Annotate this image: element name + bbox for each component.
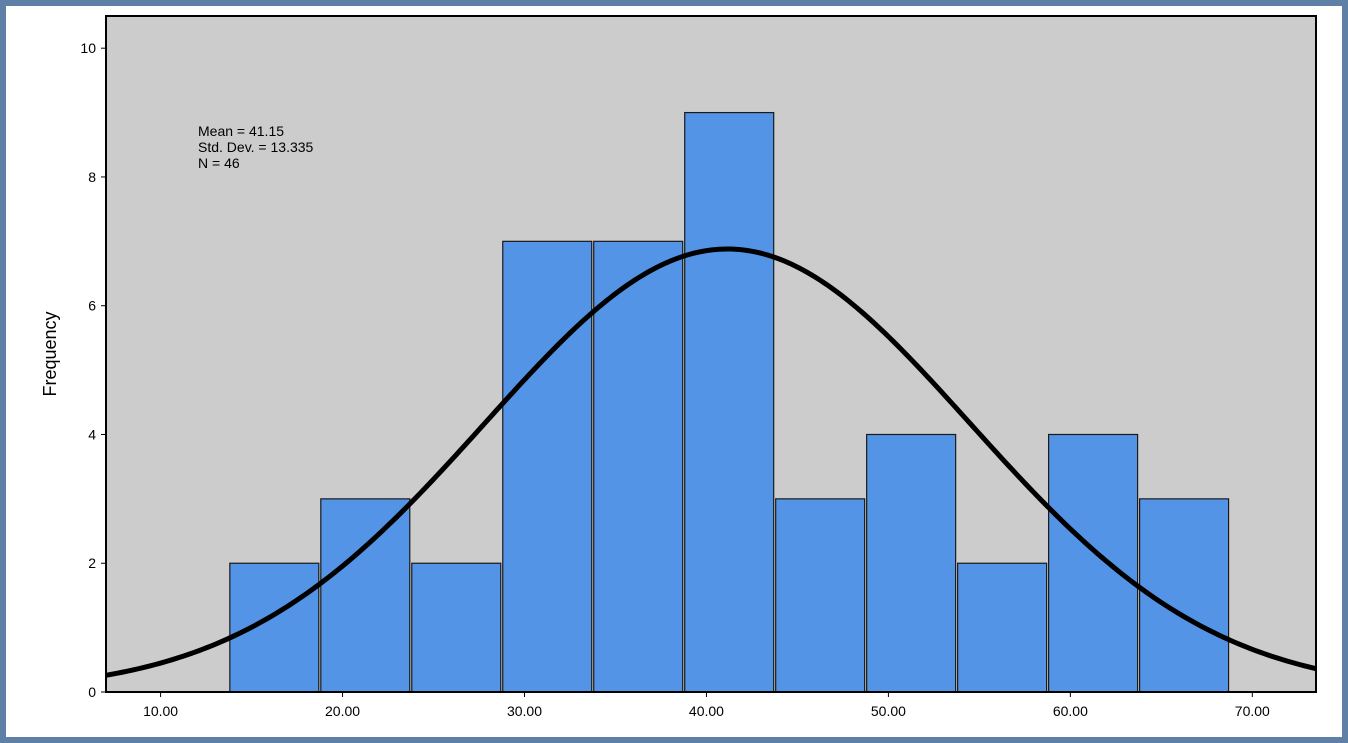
- histogram-chart: 10.00 20.00 30.00 40.00 50.00 60.00 70.00 0 2 4 6…: [40, 15, 1317, 719]
- y-tick-label: 10: [80, 40, 96, 56]
- normal-curve: [105, 246, 1317, 678]
- x-tick-label: 10.00: [143, 703, 178, 719]
- histogram-bar-7: [775, 498, 866, 693]
- y-tick-label: 0: [88, 684, 96, 700]
- stats-mean: Mean = 41.15: [198, 123, 284, 139]
- y-tick-label: 6: [88, 298, 96, 314]
- histogram-bar-6: [684, 111, 775, 693]
- histogram-bar-3: [411, 562, 502, 693]
- histogram-bar-4: [502, 240, 593, 693]
- stats-n: N = 46: [198, 155, 240, 171]
- y-axis-title: Frequency: [40, 311, 60, 396]
- histogram-bar-9: [957, 562, 1048, 693]
- histogram-bar-5: [593, 240, 684, 693]
- x-axis: 10.00 20.00 30.00 40.00 50.00 60.00 70.00: [143, 692, 1270, 719]
- chart-frame: 10.00 20.00 30.00 40.00 50.00 60.00 70.00 0 2 4 6…: [6, 6, 1342, 737]
- plot-border: [105, 15, 1317, 693]
- y-tick-label: 2: [88, 555, 96, 571]
- stats-std-dev: Std. Dev. = 13.335: [198, 139, 314, 155]
- y-axis: 0 2 4 6 8 10: [80, 40, 106, 700]
- y-tick-label: 8: [88, 169, 96, 185]
- x-tick-label: 60.00: [1053, 703, 1088, 719]
- x-tick-label: 20.00: [325, 703, 360, 719]
- x-tick-label: 40.00: [689, 703, 724, 719]
- histogram-bar-2: [320, 498, 411, 693]
- histogram-bar-8: [866, 433, 957, 693]
- x-tick-label: 30.00: [507, 703, 542, 719]
- histogram-bar-1: [229, 562, 320, 693]
- x-tick-label: 50.00: [871, 703, 906, 719]
- histogram-bar-10: [1048, 433, 1139, 693]
- stats-box: Mean = 41.15 Std. Dev. = 13.335 N = 46: [198, 123, 314, 171]
- y-tick-label: 4: [88, 426, 96, 442]
- x-tick-label: 70.00: [1235, 703, 1270, 719]
